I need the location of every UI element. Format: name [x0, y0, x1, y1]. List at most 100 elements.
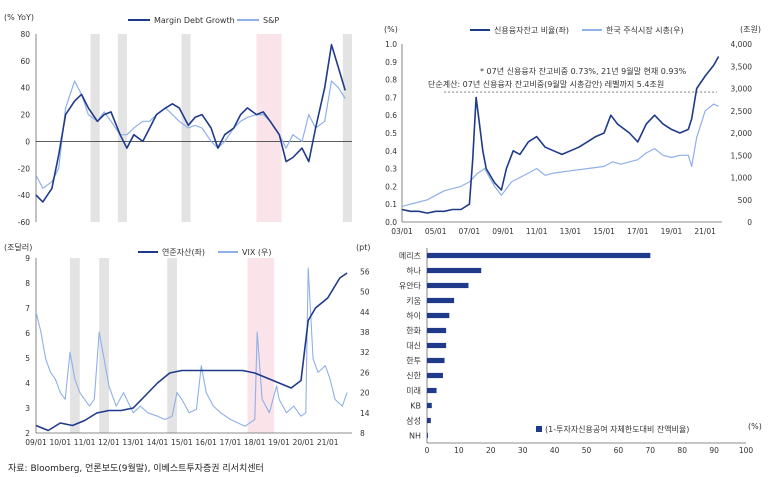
unit-label-left: (조달러) [4, 243, 32, 252]
y-tick-label-right: 2,000 [731, 129, 753, 138]
bar [427, 282, 469, 289]
y-tick-label-right: 56 [360, 267, 370, 276]
y-tick-label-left: 0.3 [385, 165, 397, 174]
category-label: NH [409, 432, 421, 441]
y-tick-label-right: 26 [360, 368, 370, 377]
shade-band [70, 258, 80, 433]
y-tick-label-right: 44 [360, 308, 370, 317]
bar [427, 267, 482, 274]
x-tick-label: 40 [550, 446, 560, 455]
y-tick-label-left: 5 [25, 354, 30, 363]
y-tick-label-left: 0.9 [385, 58, 397, 67]
category-label: 한투 [406, 357, 421, 366]
x-tick-label: 70 [646, 446, 656, 455]
legend: Margin Debt Growth S&P [128, 16, 279, 25]
category-label: 미래 [406, 387, 421, 396]
y-tick-label-left: 2 [25, 429, 30, 438]
bar [427, 372, 443, 379]
y-tick-label-right: 32 [360, 348, 370, 357]
y-tick-label-left: 8 [25, 279, 30, 288]
y-tick-label-right: 8 [360, 429, 365, 438]
series-line-market-cap [401, 103, 719, 207]
y-tick-label-left: 0.0 [385, 218, 397, 227]
y-tick-label: -20 [18, 164, 30, 173]
y-tick-label: -40 [18, 191, 30, 200]
x-tick-label: 19/01 [268, 438, 290, 447]
x-tick-label: 13/01 [122, 438, 144, 447]
y-tick-label-right: 1,000 [731, 174, 753, 183]
x-tick-label: 90 [709, 446, 719, 455]
x-tick-label: 19/01 [661, 227, 683, 236]
y-tick-label-left: 0.1 [385, 200, 397, 209]
y-tick-label: 0 [25, 137, 30, 146]
x-tick-label: 09/01 [25, 438, 47, 447]
x-tick-label: 16/01 [195, 438, 217, 447]
y-tick-label-left: 0.4 [385, 147, 397, 156]
y-tick-label-left: 1.0 [385, 40, 397, 49]
series-line-vix [35, 267, 348, 427]
x-tick-label: 60 [614, 446, 624, 455]
y-tick-label-right: 14 [360, 409, 370, 418]
y-tick-label-right: 0 [747, 218, 752, 227]
bar [427, 252, 651, 259]
y-tick-label-right: 3,000 [731, 85, 753, 94]
unit-label: (%) [748, 422, 762, 431]
chart-broker-bars: 0 10 20 30 40 50 60 70 80 90 100 (%) 메리츠하나유안타키움하이한화대… [399, 248, 762, 455]
bar [427, 297, 455, 304]
category-label: 하이 [406, 311, 421, 321]
y-tick-label: 40 [20, 84, 30, 93]
x-tick-label: 11/01 [74, 438, 96, 447]
y-tick-label-right: 2,500 [731, 107, 753, 116]
legend-entry: (1-투자자신용공여 자체한도대비 잔액비율) [545, 424, 689, 434]
x-tick-label: 20/01 [293, 438, 315, 447]
category-label: 유안타 [399, 281, 422, 291]
y-tick-label-right: 1,500 [731, 151, 753, 160]
y-tick-label-left: 6 [25, 329, 30, 338]
x-tick-label: 15/01 [593, 227, 615, 236]
y-tick-label-left: 0.5 [385, 129, 397, 138]
y-tick-label: 60 [20, 57, 30, 66]
shade-band [256, 34, 282, 222]
chart-credit-ratio: 1.0 0.9 0.8 0.7 0.6 0.5 0.4 0.3 0.2 0.1 0.0 4,000 3,… [384, 25, 761, 236]
series-line-margin-debt [35, 43, 346, 203]
category-label: 메리츠 [399, 252, 421, 261]
x-tick-label: 12/01 [98, 438, 120, 447]
series-line-sp [35, 80, 346, 189]
bar [427, 432, 428, 439]
x-tick-label: 80 [677, 446, 687, 455]
shade-band [181, 34, 191, 222]
y-tick-label-right: 3,500 [731, 62, 753, 71]
y-tick-label-left: 7 [25, 304, 30, 313]
category-label: KB [410, 402, 421, 411]
y-tick-label-left: 3 [25, 404, 30, 413]
x-tick-label: 05/01 [425, 227, 447, 236]
x-tick-label: 15/01 [171, 438, 193, 447]
x-tick-label: 21/01 [317, 438, 339, 447]
series-line-fed-assets [35, 272, 348, 432]
bar [427, 327, 447, 334]
bar [427, 402, 432, 409]
y-tick-label-right: 20 [360, 389, 370, 398]
bar [427, 312, 450, 319]
legend-entry: VIX (우) [242, 248, 271, 257]
x-tick-label: 100 [739, 446, 754, 455]
y-tick-label: -60 [18, 218, 30, 227]
y-tick-label-right: 4,000 [731, 40, 753, 49]
x-tick-label: 18/01 [244, 438, 266, 447]
x-tick-label: 07/01 [459, 227, 481, 236]
legend: (1-투자자신용공여 자체한도대비 잔액비율) [536, 424, 689, 434]
y-tick-label-left: 0.2 [385, 182, 397, 191]
shade-band [99, 258, 109, 433]
legend-entry: 한국 주식시장 시총(우) [606, 25, 684, 35]
legend-entry: Margin Debt Growth [154, 16, 235, 25]
y-tick-label-left: 0.6 [385, 111, 397, 120]
bar [427, 387, 437, 394]
y-tick-label-left: 4 [25, 379, 30, 388]
legend-swatch [536, 426, 542, 432]
bar [427, 417, 431, 424]
source-note: 자료: Bloomberg, 언론보도(9월말), 이베스트투자증권 리서치센터 [8, 464, 264, 474]
x-tick-label: 09/01 [492, 227, 514, 236]
bar [427, 342, 447, 349]
legend: 연준자산(좌) VIX (우) [138, 247, 271, 257]
